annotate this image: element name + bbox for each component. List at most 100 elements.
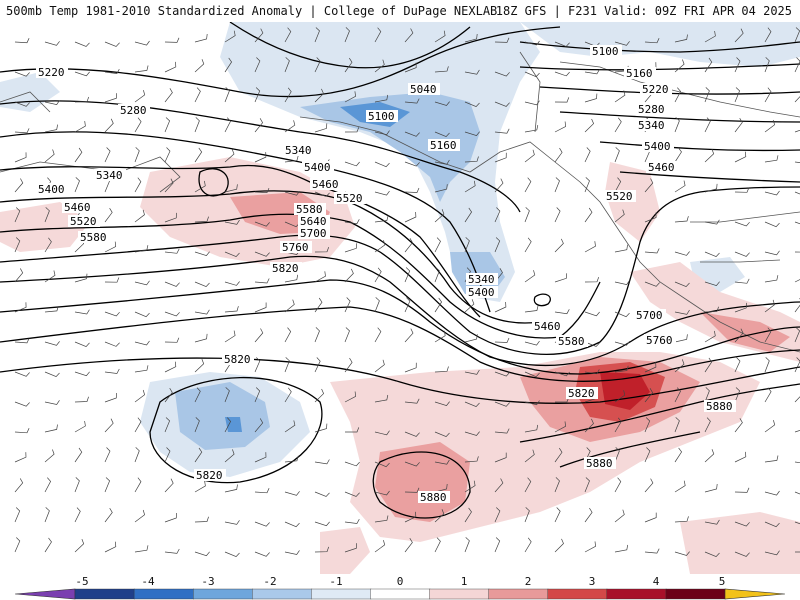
wind-barb xyxy=(374,490,390,496)
wind-barb xyxy=(374,161,390,168)
wind-barb xyxy=(254,452,267,463)
contour-label-5460-d: 5460 xyxy=(534,320,561,333)
wind-barb xyxy=(674,516,689,523)
wind-barb xyxy=(644,447,651,463)
wind-barb xyxy=(224,520,240,525)
wind-barb xyxy=(194,358,205,373)
height-contours xyxy=(0,22,800,519)
wind-barb xyxy=(164,147,171,163)
wind-barb xyxy=(434,159,450,165)
wind-barbs xyxy=(14,27,800,558)
wind-barb xyxy=(134,447,140,463)
wind-barb xyxy=(524,71,540,78)
contour-label-5400: 5400 xyxy=(38,183,65,196)
contour-label-5340-b: 5340 xyxy=(285,144,312,157)
wind-barb xyxy=(434,184,448,193)
wind-barb xyxy=(554,207,561,223)
wind-barb xyxy=(524,149,535,163)
wind-barb xyxy=(134,209,145,223)
wind-barb xyxy=(764,387,772,403)
wind-barb xyxy=(464,237,470,253)
wind-barb xyxy=(254,28,264,43)
wind-barb xyxy=(374,515,389,523)
wind-barb xyxy=(794,191,800,195)
wind-barb xyxy=(524,449,535,463)
wind-barb xyxy=(344,391,356,403)
wind-barb xyxy=(674,180,686,193)
wind-barb xyxy=(404,328,414,343)
wind-barb xyxy=(464,156,479,163)
wind-barb xyxy=(494,537,501,553)
wind-barb xyxy=(314,357,321,373)
wind-barb xyxy=(314,88,324,103)
wind-barb xyxy=(764,87,772,103)
wind-barb xyxy=(374,359,385,373)
wind-barb xyxy=(584,241,596,253)
wind-barb xyxy=(254,118,264,133)
wind-barb xyxy=(74,538,85,553)
contour-label-5220: 5220 xyxy=(38,66,65,79)
wind-barb xyxy=(434,101,450,106)
wind-barb xyxy=(794,161,800,163)
wind-barb xyxy=(794,221,800,225)
wind-barb xyxy=(404,398,420,404)
wind-barb xyxy=(224,551,240,558)
colorbar-tick-label: 2 xyxy=(524,575,532,588)
wind-barb xyxy=(614,390,626,403)
wind-barb xyxy=(734,487,750,493)
wind-barb xyxy=(674,359,685,373)
wind-barb xyxy=(644,388,654,403)
wind-barb xyxy=(344,57,353,73)
wind-barb xyxy=(224,251,240,258)
wind-barb xyxy=(104,341,120,347)
wind-barb xyxy=(374,27,382,43)
wind-barb xyxy=(254,418,264,433)
colorbar-segment xyxy=(311,588,372,600)
wind-barb xyxy=(224,417,232,433)
wind-barb xyxy=(254,187,270,193)
wind-barb xyxy=(134,340,150,346)
wind-barb xyxy=(584,418,594,433)
wind-barb xyxy=(704,483,718,493)
wind-barb xyxy=(284,274,299,283)
wind-barb xyxy=(44,400,60,405)
wind-barb xyxy=(554,71,570,77)
wind-barb xyxy=(104,277,120,283)
wind-barb xyxy=(74,147,83,163)
wind-barb xyxy=(524,340,540,346)
colorbar-tick-label: -4 xyxy=(141,575,155,588)
wind-barb xyxy=(494,428,510,434)
wind-barb xyxy=(104,392,117,403)
wind-barb xyxy=(524,371,540,378)
wind-barb xyxy=(434,330,446,343)
wind-barb xyxy=(464,431,480,436)
wind-barb xyxy=(164,178,174,193)
wind-barb xyxy=(314,297,323,313)
wind-barb xyxy=(584,477,590,493)
wind-barb xyxy=(74,447,83,463)
wind-barb xyxy=(104,477,111,493)
wind-barb xyxy=(794,96,800,103)
wind-barb xyxy=(644,248,660,254)
colorbar-min-arrow xyxy=(14,588,76,600)
wind-barb xyxy=(464,537,470,553)
wind-barb xyxy=(764,190,780,196)
wind-barb xyxy=(734,151,747,163)
wind-barb xyxy=(584,369,600,375)
wind-barb xyxy=(134,40,150,46)
wind-barb xyxy=(764,27,772,43)
wind-barb xyxy=(314,388,325,403)
positive-anomaly-shading xyxy=(0,157,800,574)
wind-barb xyxy=(74,273,88,283)
wind-barb xyxy=(314,191,330,197)
wind-barb xyxy=(194,87,201,103)
wind-barb xyxy=(134,477,142,493)
wind-barb xyxy=(554,147,563,163)
wind-barb xyxy=(704,30,716,43)
wind-barb xyxy=(284,57,290,73)
colorbar-segment xyxy=(252,588,313,600)
wind-barb xyxy=(14,401,30,407)
wind-barb xyxy=(644,417,651,433)
contour-label-5700: 5700 xyxy=(300,227,327,240)
wind-barb xyxy=(224,149,235,163)
